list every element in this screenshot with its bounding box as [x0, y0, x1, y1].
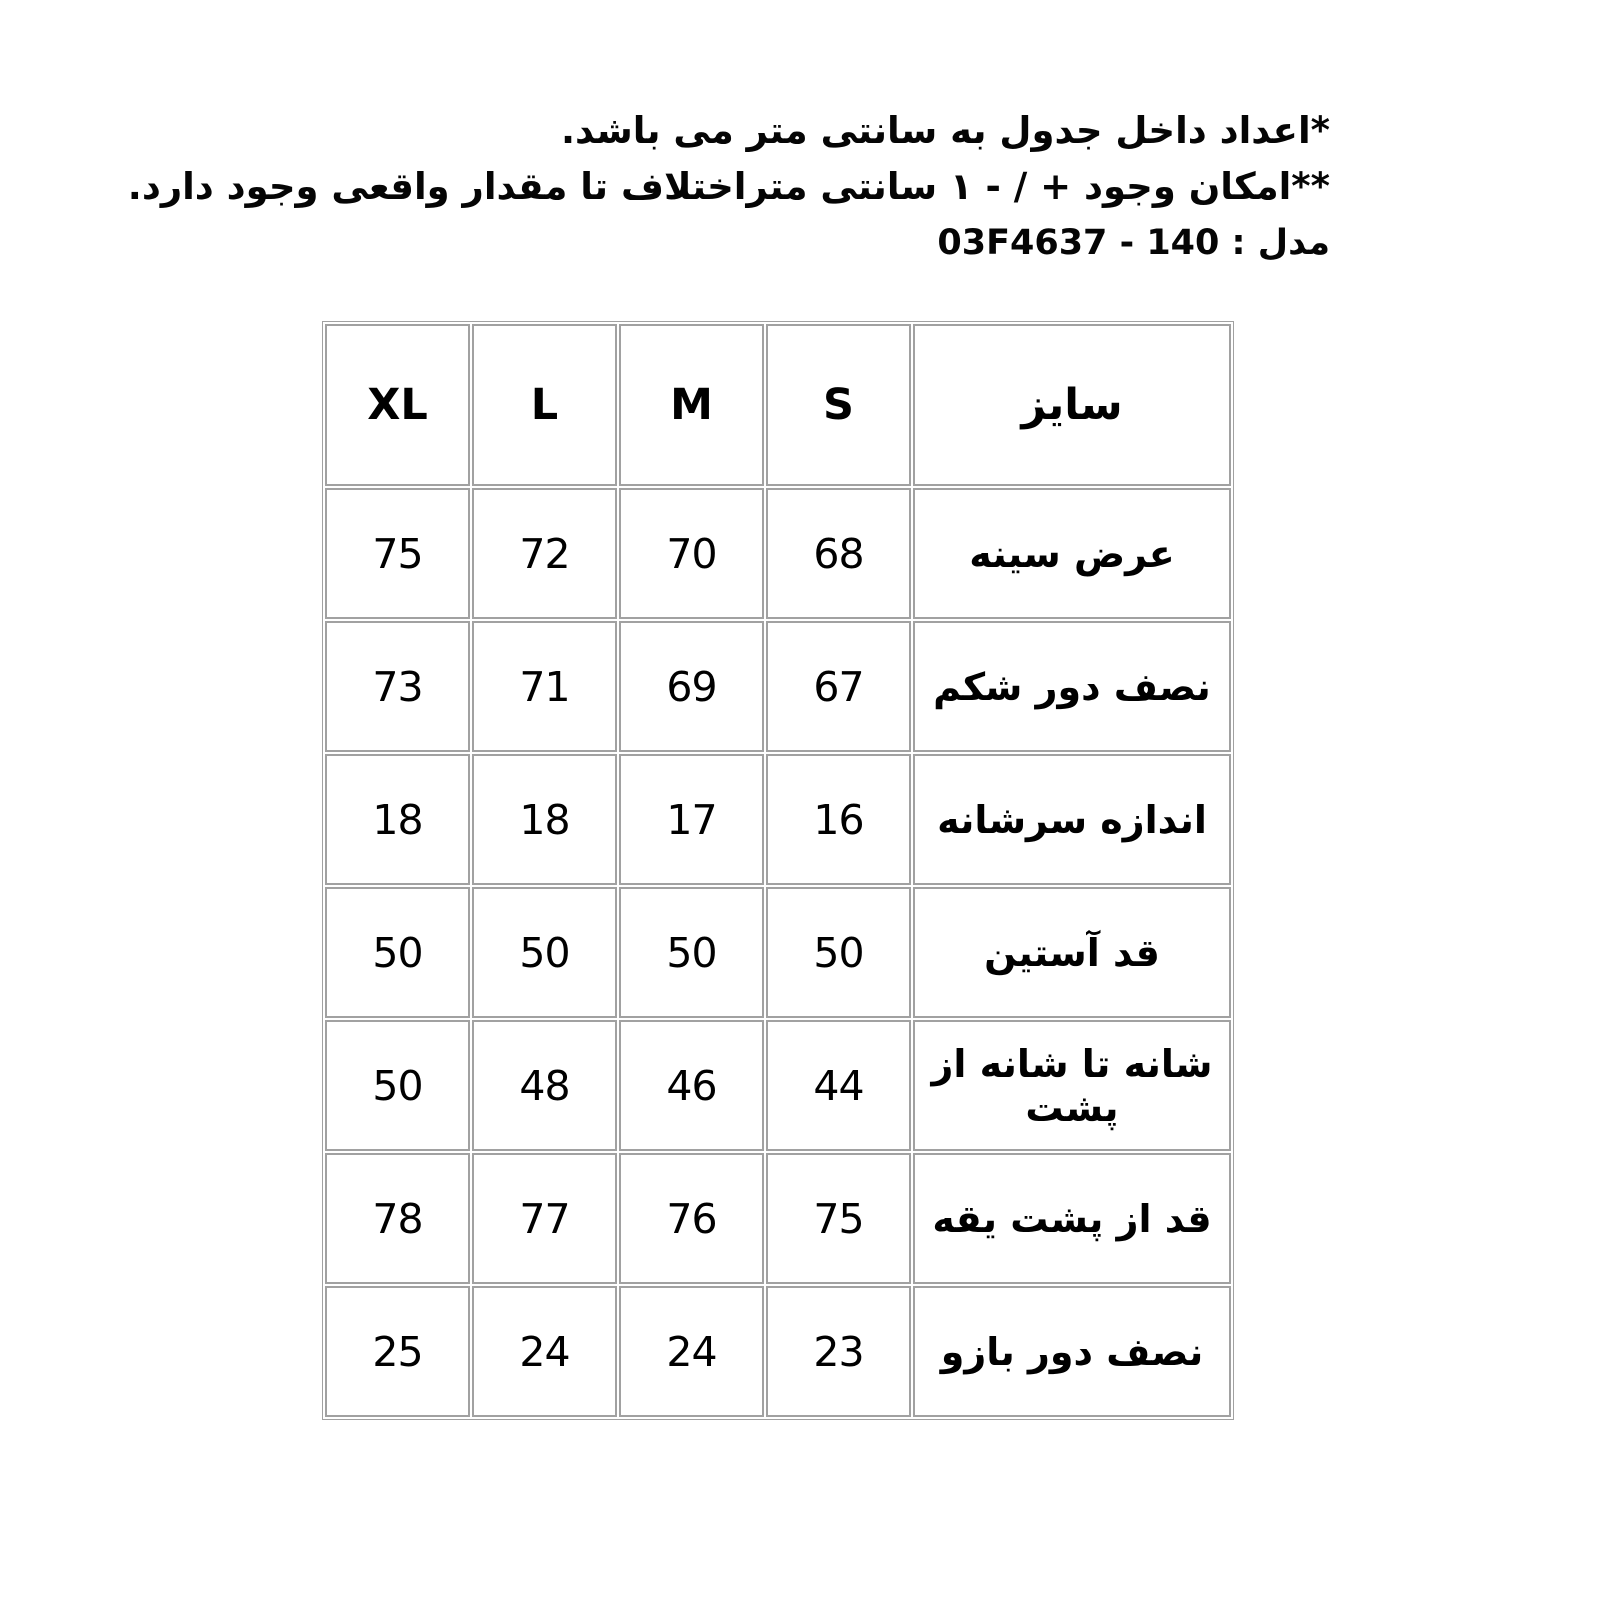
table-row: عرض سینه 68 70 72 75 [325, 488, 1231, 619]
cell-xl: 18 [325, 754, 470, 885]
cell-s: 50 [766, 887, 911, 1018]
cell-label: اندازه سرشانه [913, 754, 1231, 885]
cell-label: عرض سینه [913, 488, 1231, 619]
cell-label: شانه تا شانه از پشت [913, 1020, 1231, 1151]
cell-label: قد آستین [913, 887, 1231, 1018]
table-row: اندازه سرشانه 16 17 18 18 [325, 754, 1231, 885]
cell-m: 24 [619, 1286, 764, 1417]
cell-l: 71 [472, 621, 617, 752]
table-row: شانه تا شانه از پشت 44 46 48 50 [325, 1020, 1231, 1151]
size-table: سایز S M L XL عرض سینه 68 70 72 75 نصف د… [322, 321, 1234, 1420]
cell-m: 76 [619, 1153, 764, 1284]
header-l: L [472, 324, 617, 486]
cell-m: 70 [619, 488, 764, 619]
cell-m: 17 [619, 754, 764, 885]
note-model-number: مدل : 140 - 03F4637 [937, 223, 1330, 263]
table-header-row: سایز S M L XL [325, 324, 1231, 486]
cell-s: 75 [766, 1153, 911, 1284]
table-row: نصف دور بازو 23 24 24 25 [325, 1286, 1231, 1417]
cell-xl: 78 [325, 1153, 470, 1284]
cell-m: 46 [619, 1020, 764, 1151]
cell-label: نصف دور بازو [913, 1286, 1231, 1417]
cell-l: 72 [472, 488, 617, 619]
cell-m: 50 [619, 887, 764, 1018]
cell-s: 68 [766, 488, 911, 619]
cell-l: 18 [472, 754, 617, 885]
cell-xl: 50 [325, 1020, 470, 1151]
cell-xl: 25 [325, 1286, 470, 1417]
header-s: S [766, 324, 911, 486]
cell-l: 48 [472, 1020, 617, 1151]
header-xl: XL [325, 324, 470, 486]
cell-m: 69 [619, 621, 764, 752]
note-units: *اعداد داخل جدول به سانتی متر می باشد. [560, 109, 1330, 152]
table-row: قد آستین 50 50 50 50 [325, 887, 1231, 1018]
cell-s: 44 [766, 1020, 911, 1151]
header-size: سایز [913, 324, 1231, 486]
cell-s: 23 [766, 1286, 911, 1417]
notes-block: *اعداد داخل جدول به سانتی متر می باشد. *… [127, 103, 1330, 271]
cell-label: نصف دور شکم [913, 621, 1231, 752]
cell-s: 67 [766, 621, 911, 752]
cell-l: 50 [472, 887, 617, 1018]
cell-xl: 75 [325, 488, 470, 619]
header-m: M [619, 324, 764, 486]
table-row: قد از پشت یقه 75 76 77 78 [325, 1153, 1231, 1284]
cell-s: 16 [766, 754, 911, 885]
table-row: نصف دور شکم 67 69 71 73 [325, 621, 1231, 752]
cell-xl: 73 [325, 621, 470, 752]
cell-l: 24 [472, 1286, 617, 1417]
note-tolerance: **امکان وجود + / - ۱ سانتی متراختلاف تا … [127, 165, 1330, 208]
size-table-container: سایز S M L XL عرض سینه 68 70 72 75 نصف د… [322, 321, 1234, 1420]
cell-xl: 50 [325, 887, 470, 1018]
cell-label: قد از پشت یقه [913, 1153, 1231, 1284]
cell-l: 77 [472, 1153, 617, 1284]
